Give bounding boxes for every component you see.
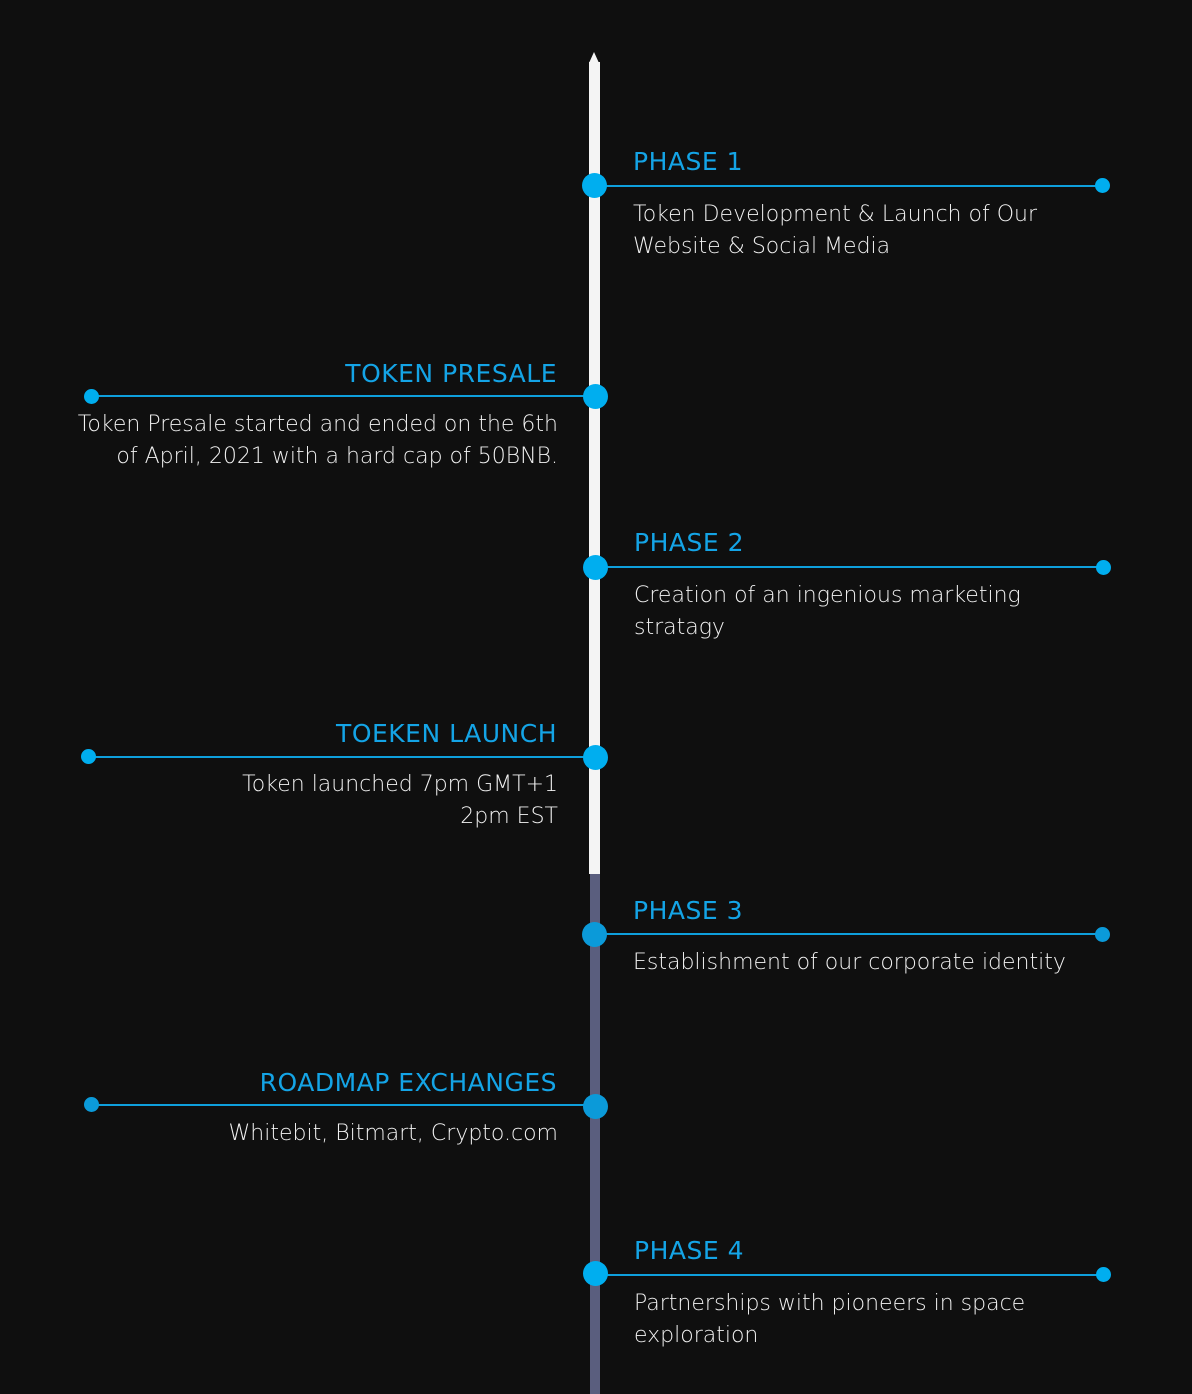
milestone-end-dot: [84, 389, 99, 404]
milestone-connector: [92, 395, 588, 397]
milestone-connector: [606, 933, 1102, 935]
milestone-description: Creation of an ingenious marketing strat…: [634, 583, 1021, 640]
milestone-end-dot: [1095, 927, 1110, 942]
timeline-pending-track: [590, 874, 600, 1394]
milestone-description: Establishment of our corporate identity: [633, 950, 1066, 975]
milestone-connector: [92, 1104, 588, 1106]
milestone-title: ROADMAP EXCHANGES: [259, 1068, 557, 1097]
timeline-progress-bar: [589, 62, 600, 874]
milestone-node: [583, 1094, 608, 1119]
milestone-node: [582, 922, 607, 947]
milestone-node: [583, 384, 608, 409]
milestone-end-dot: [81, 749, 96, 764]
milestone-title: TOKEN PRESALE: [345, 359, 557, 388]
milestone-description: Token launched 7pm GMT+1 2pm EST: [242, 772, 558, 829]
milestone-title: PHASE 2: [634, 528, 744, 557]
milestone-title: PHASE 1: [633, 147, 743, 176]
milestone-title: TOEKEN LAUNCH: [336, 719, 557, 748]
milestone-connector: [607, 566, 1103, 568]
milestone-title: PHASE 3: [633, 896, 743, 925]
milestone-connector: [606, 185, 1102, 187]
milestone-node: [582, 173, 607, 198]
milestone-description: Partnerships with pioneers in space expl…: [634, 1291, 1026, 1348]
milestone-description: Token Presale started and ended on the 6…: [77, 412, 558, 469]
milestone-connector: [89, 756, 588, 758]
milestone-end-dot: [1096, 560, 1111, 575]
milestone-description: Token Development & Launch of Our Websit…: [633, 202, 1037, 259]
milestone-end-dot: [1095, 178, 1110, 193]
milestone-node: [583, 555, 608, 580]
milestone-title: PHASE 4: [634, 1236, 744, 1265]
milestone-node: [583, 1261, 608, 1286]
milestone-node: [583, 745, 608, 770]
milestone-end-dot: [84, 1097, 99, 1112]
milestone-end-dot: [1096, 1267, 1111, 1282]
milestone-connector: [607, 1274, 1103, 1276]
timeline-spine-tip: [589, 52, 599, 63]
milestone-description: Whitebit, Bitmart, Crypto.com: [228, 1121, 558, 1146]
